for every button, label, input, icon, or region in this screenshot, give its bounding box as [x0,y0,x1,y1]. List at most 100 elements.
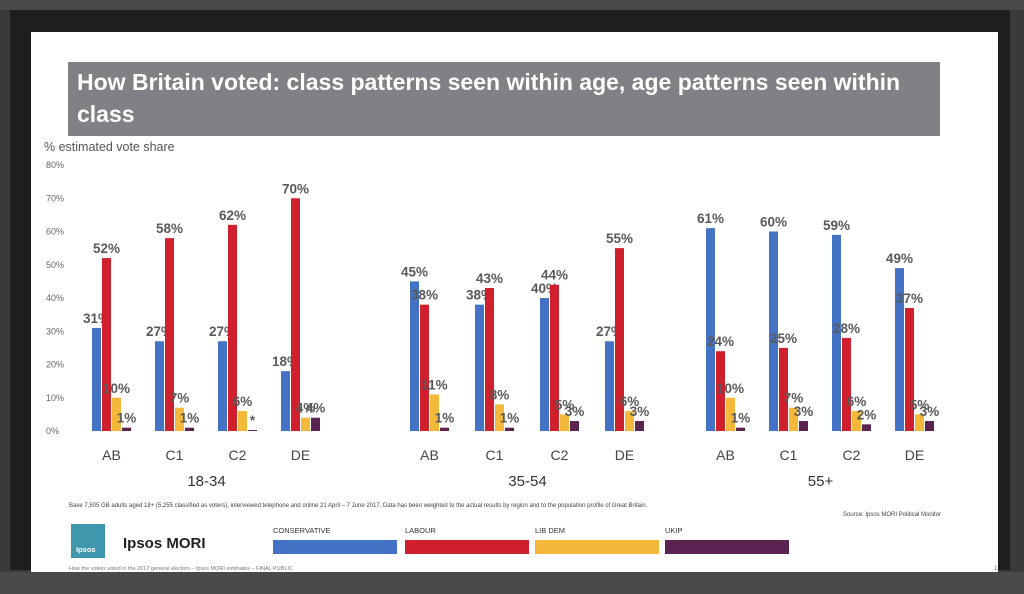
legend-label: LABOUR [405,526,436,535]
data-label: 60% [760,215,787,230]
y-tick-label: 0% [46,426,59,436]
bar-lib-dem [495,404,504,431]
bar-conservative [769,231,778,431]
data-label: 3% [630,404,650,419]
bar-lib-dem [726,397,735,431]
data-label: 6% [620,394,640,409]
category-label: DE [291,447,310,463]
data-label: 44% [541,268,568,283]
bar-lib-dem [430,394,439,431]
footer-text: How the voters voted in the 2017 general… [69,566,293,572]
data-label: 1% [435,411,455,426]
bar-labour [842,337,851,431]
legend-label: CONSERVATIVE [273,526,331,535]
data-label: 37% [896,291,923,306]
bar-conservative [605,341,614,431]
chart-title: How Britain voted: class patterns seen w… [77,69,901,127]
data-label: 61% [697,211,724,226]
bar-labour [615,248,624,431]
data-label: 5% [910,397,930,412]
y-tick-label: 70% [46,193,64,203]
bar-conservative [92,327,101,431]
data-label: 7% [170,391,190,406]
y-tick-label: 50% [46,260,64,270]
bar-lib-dem [625,411,634,431]
bar-labour [228,224,237,431]
bar-conservative [706,228,715,431]
bar-lib-dem [915,414,924,431]
bar-conservative [475,304,484,431]
y-tick-label: 60% [46,227,64,237]
data-label: 70% [282,181,309,196]
data-label: 59% [823,218,850,233]
data-label: 4% [296,401,316,416]
data-label: 52% [93,241,120,256]
title-box: How Britain voted: class patterns seen w… [68,62,940,136]
bar-conservative [832,234,841,431]
data-label: 3% [920,404,940,419]
legend-item-conservative: CONSERVATIVE [273,526,397,554]
data-label: 1% [117,411,137,426]
bar-ukip [122,427,131,431]
data-label: 58% [156,221,183,236]
bar-labour [550,284,559,431]
data-label: 2% [857,407,877,422]
bar-labour [716,351,725,431]
category-label: C1 [166,447,184,463]
bar-labour [779,347,788,431]
bar-chart: 0%10%20%30%40%50%60%70%80%31%52%10%1%AB2… [46,160,940,490]
data-label: 3% [794,404,814,419]
category-label: C1 [486,447,504,463]
age-group-label: 55+ [808,473,834,490]
bar-conservative [410,281,419,431]
bar-ukip [570,421,579,431]
category-label: AB [716,447,735,463]
data-label: 55% [606,231,633,246]
page-number: 11 [994,566,998,572]
base-footnote: Base 7,505 GB adults aged 18+ (5,255 cla… [69,503,648,509]
bar-conservative [281,371,290,431]
data-label: 6% [233,394,253,409]
y-tick-label: 40% [46,293,64,303]
bar-labour [102,258,111,431]
category-label: DE [615,447,634,463]
bar-ukip [925,421,934,431]
bar-lib-dem [175,407,184,431]
data-label: 6% [847,394,867,409]
bar-lib-dem [852,411,861,431]
bar-ukip [311,417,320,431]
legend-item-labour: LABOUR [405,526,529,554]
logo-text: Ipsos [76,545,96,554]
bar-labour [165,238,174,431]
data-label: 10% [103,381,130,396]
data-label: 62% [219,208,246,223]
category-label: C2 [229,447,247,463]
y-tick-label: 80% [46,160,64,170]
bar-lib-dem [238,411,247,431]
legend-item-lib-dem: LIB DEM [535,526,659,554]
bar-lib-dem [301,417,310,431]
age-group-label: 35-54 [508,473,546,490]
bar-conservative [155,341,164,431]
data-label: 11% [421,377,447,392]
data-label: 10% [717,381,744,396]
bar-ukip [505,427,514,431]
data-label: 8% [490,387,510,402]
bar-labour [420,304,429,431]
category-label: AB [420,447,439,463]
slide-frame: How Britain voted: class patterns seen w… [10,10,1010,576]
category-label: AB [102,447,121,463]
source-note: Source: Ipsos MORI Political Monitor [843,512,942,518]
data-label: 28% [833,321,860,336]
bar-labour [485,288,494,431]
age-group-label: 18-34 [187,473,225,490]
bar-ukip [248,430,257,431]
brand-name: Ipsos MORI [123,535,206,552]
category-label: C2 [551,447,569,463]
bar-ukip [440,427,449,431]
legend-item-ukip: UKIP [665,526,789,554]
data-label: 4% [306,401,326,416]
data-label: 3% [565,404,585,419]
legend-swatch [273,540,397,554]
y-axis-caption: % estimated vote share [44,140,175,154]
